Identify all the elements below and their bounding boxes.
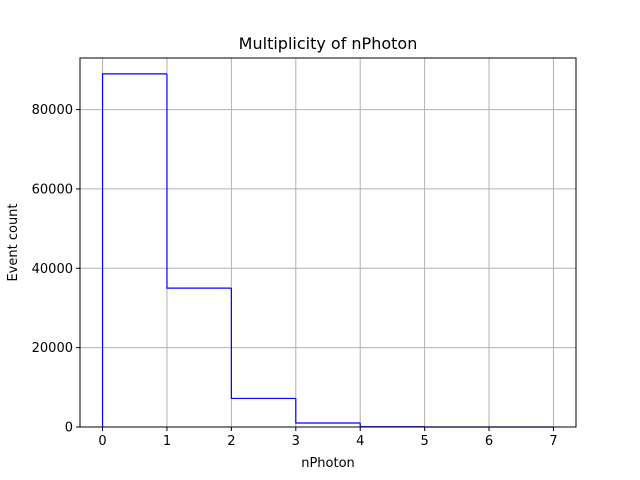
histogram-bin-1 <box>166 73 232 289</box>
y-axis-ticks: 0 20000 40000 60000 80000 <box>32 103 80 436</box>
x-tick-label: 1 <box>163 434 171 449</box>
plot-frame <box>79 57 577 428</box>
y-tick-label: 80000 <box>32 103 73 118</box>
y-tick-label: 40000 <box>32 262 73 277</box>
x-axis-ticks: 0 1 2 3 4 5 6 7 <box>98 427 558 449</box>
x-tick-label: 0 <box>98 434 106 449</box>
chart-title: Multiplicity of nPhoton <box>239 34 418 53</box>
y-tick-label: 60000 <box>32 182 73 197</box>
histogram-bin-4 <box>359 423 425 428</box>
x-tick-label: 4 <box>356 434 364 449</box>
x-tick-label: 5 <box>420 434 428 449</box>
histogram-bin-0 <box>101 73 167 427</box>
y-tick-label: 0 <box>65 421 73 436</box>
grid-lines <box>80 58 576 428</box>
x-tick-label: 3 <box>292 434 300 449</box>
histogram-bin-2 <box>230 288 296 400</box>
y-axis-label: Event count <box>6 203 21 281</box>
x-tick-label: 7 <box>549 434 557 449</box>
histogram-bin-3 <box>295 398 361 424</box>
histogram-steps <box>101 73 554 428</box>
x-tick-label: 2 <box>227 434 235 449</box>
y-tick-label: 20000 <box>32 341 73 356</box>
x-axis-label: nPhoton <box>301 456 355 471</box>
x-tick-label: 6 <box>485 434 493 449</box>
